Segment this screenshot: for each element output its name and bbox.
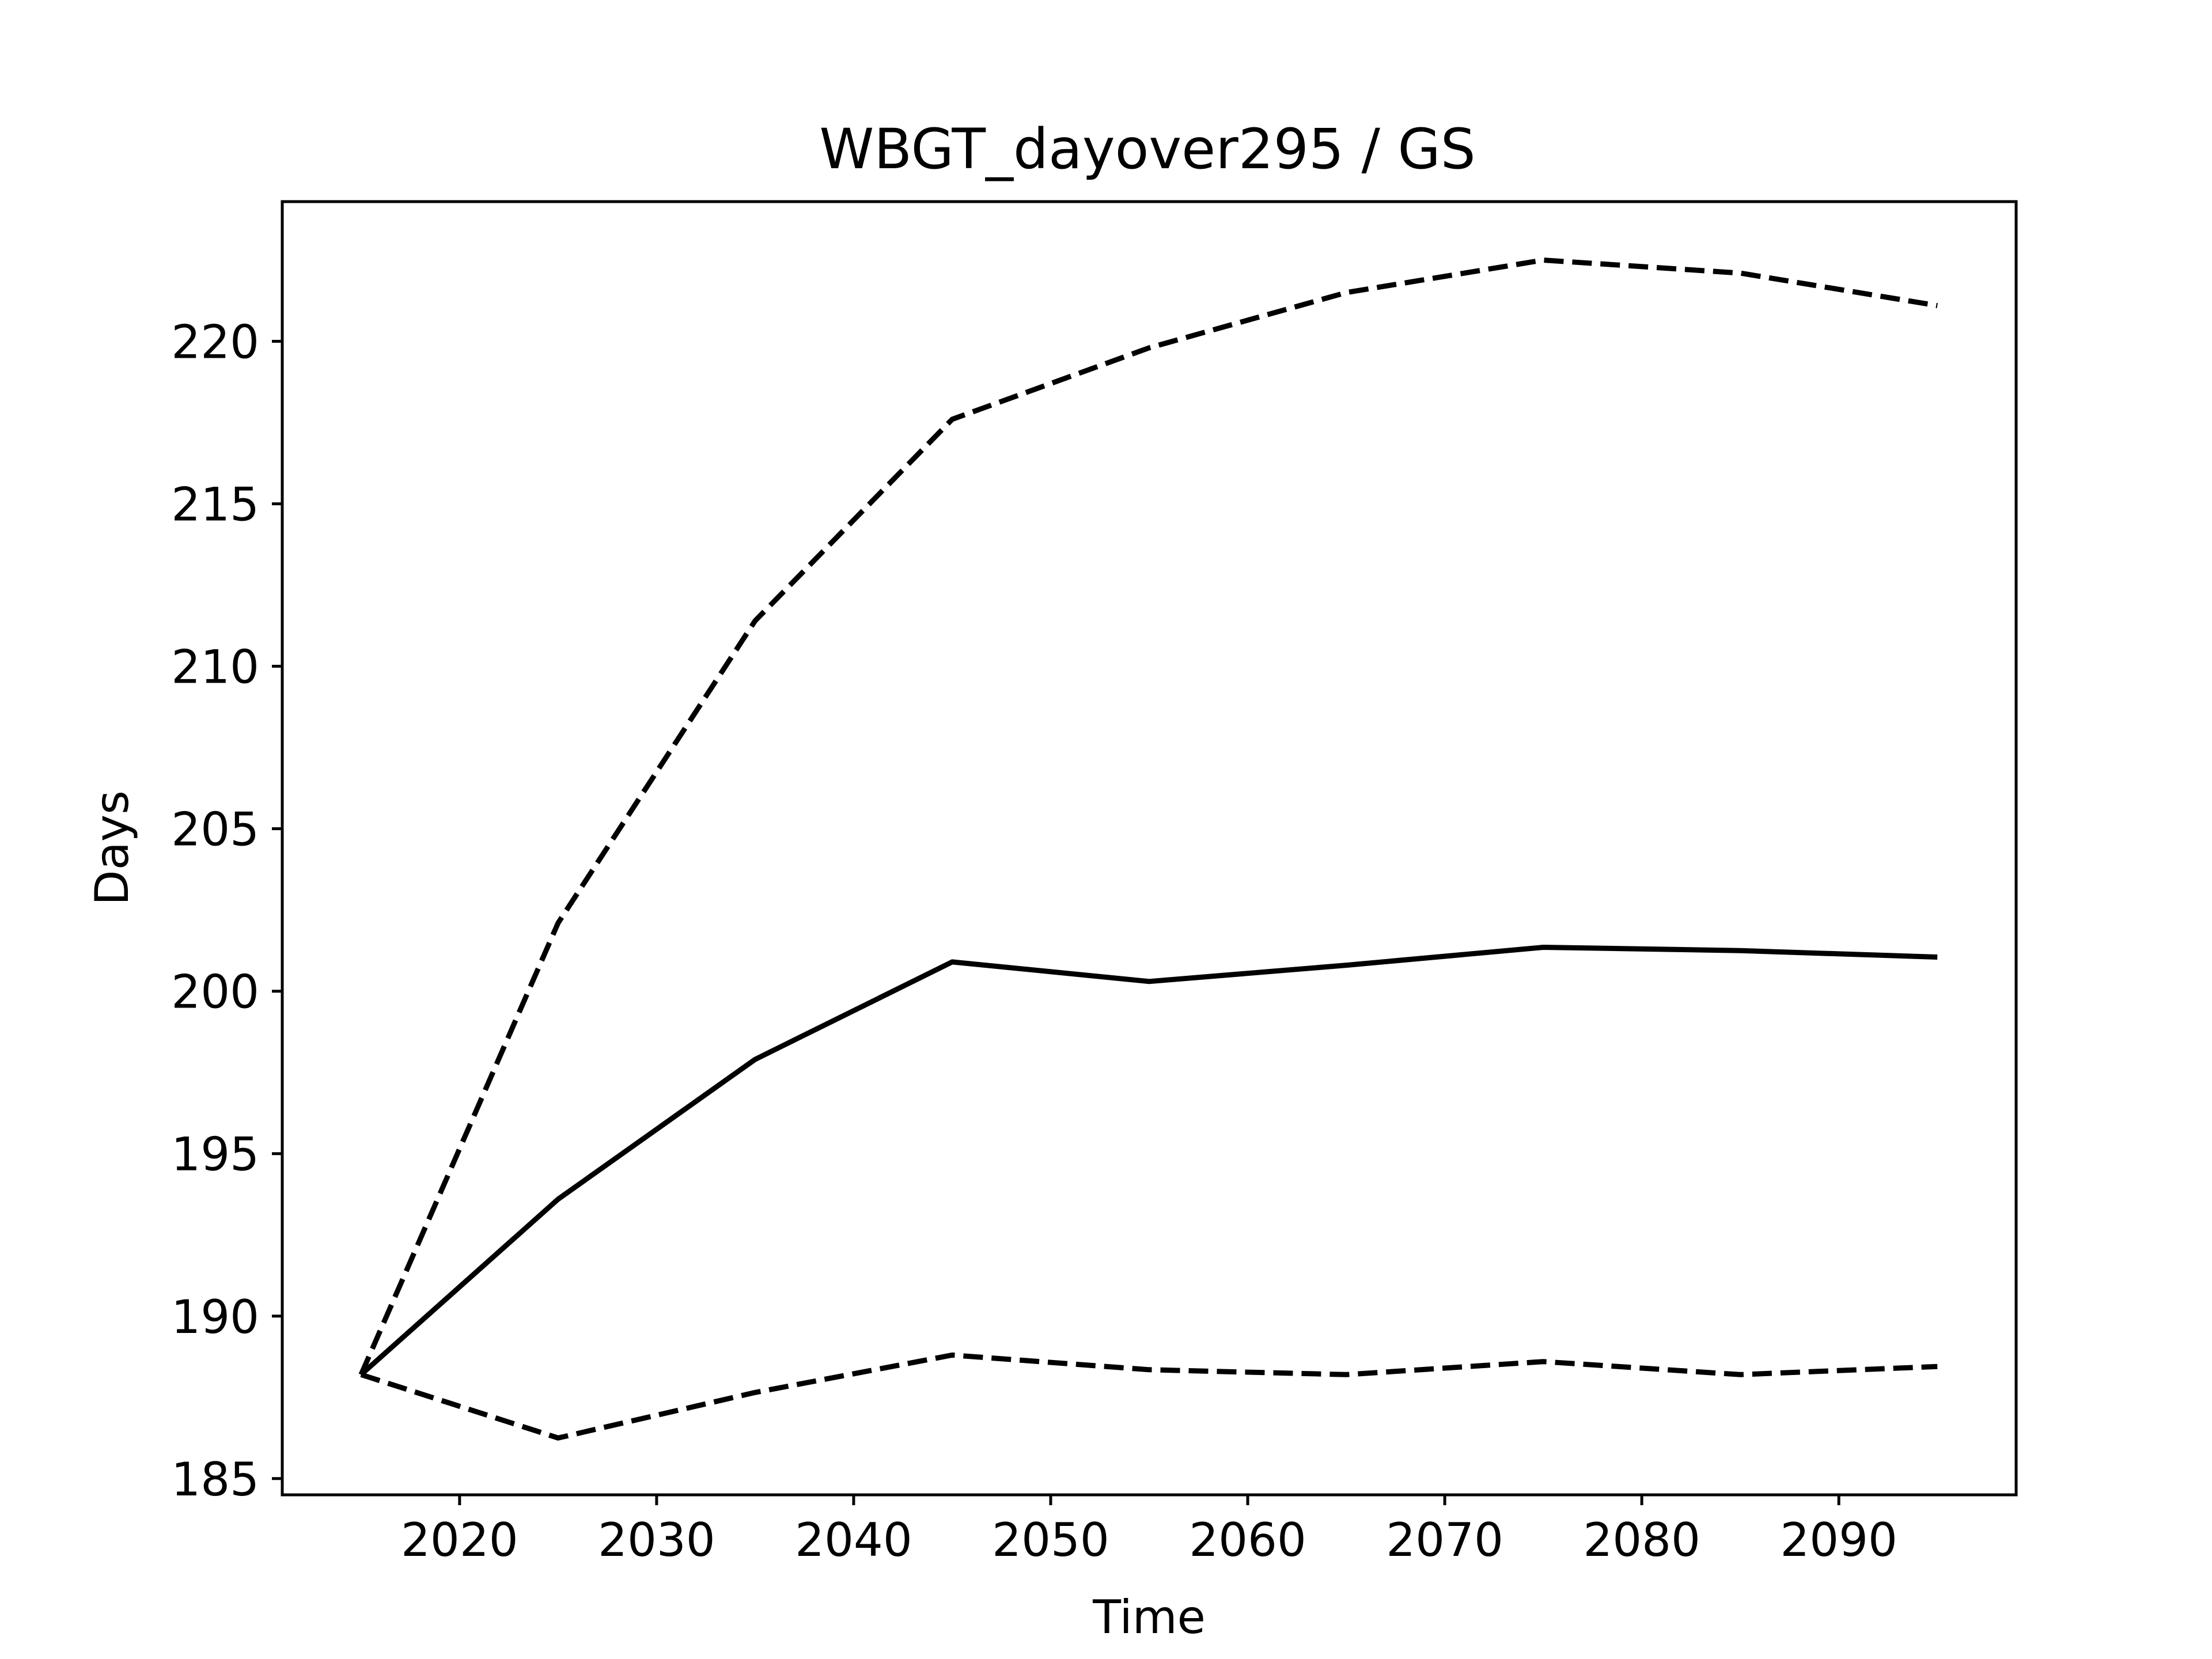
y-axis: 185 190 195 200 205 210 215 220 bbox=[171, 316, 282, 1506]
x-tick-label: 2030 bbox=[598, 1513, 715, 1567]
y-tick-label: 215 bbox=[171, 478, 259, 532]
plot-area-frame bbox=[281, 200, 2018, 1497]
x-axis: 2020 2030 2040 2050 2060 2070 2080 2090 bbox=[401, 1495, 1897, 1567]
series-line-1 bbox=[359, 945, 1938, 1377]
y-tick-label: 185 bbox=[171, 1453, 259, 1506]
x-tick-label: 2060 bbox=[1189, 1513, 1306, 1567]
x-tick-label: 2050 bbox=[992, 1513, 1109, 1567]
y-tick-label: 200 bbox=[171, 965, 259, 1019]
series-line-2 bbox=[358, 257, 1938, 1376]
x-tick-label: 2090 bbox=[1780, 1513, 1897, 1567]
x-tick-label: 2070 bbox=[1386, 1513, 1503, 1567]
x-axis-label: Time bbox=[1092, 1590, 1206, 1644]
y-tick-label: 210 bbox=[171, 641, 259, 694]
series-line-3 bbox=[360, 1352, 1938, 1441]
y-tick-label: 190 bbox=[171, 1290, 259, 1344]
chart-title: WBGT_dayover295 / GS bbox=[819, 117, 1475, 181]
x-tick-label: 2080 bbox=[1583, 1513, 1700, 1567]
y-tick-label: 205 bbox=[171, 803, 259, 857]
y-tick-label: 195 bbox=[171, 1128, 259, 1181]
series-layer bbox=[358, 257, 1938, 1441]
x-tick-label: 2020 bbox=[401, 1513, 518, 1567]
y-axis-label: Days bbox=[85, 790, 139, 906]
x-tick-label: 2040 bbox=[795, 1513, 912, 1567]
y-tick-label: 220 bbox=[171, 316, 259, 369]
